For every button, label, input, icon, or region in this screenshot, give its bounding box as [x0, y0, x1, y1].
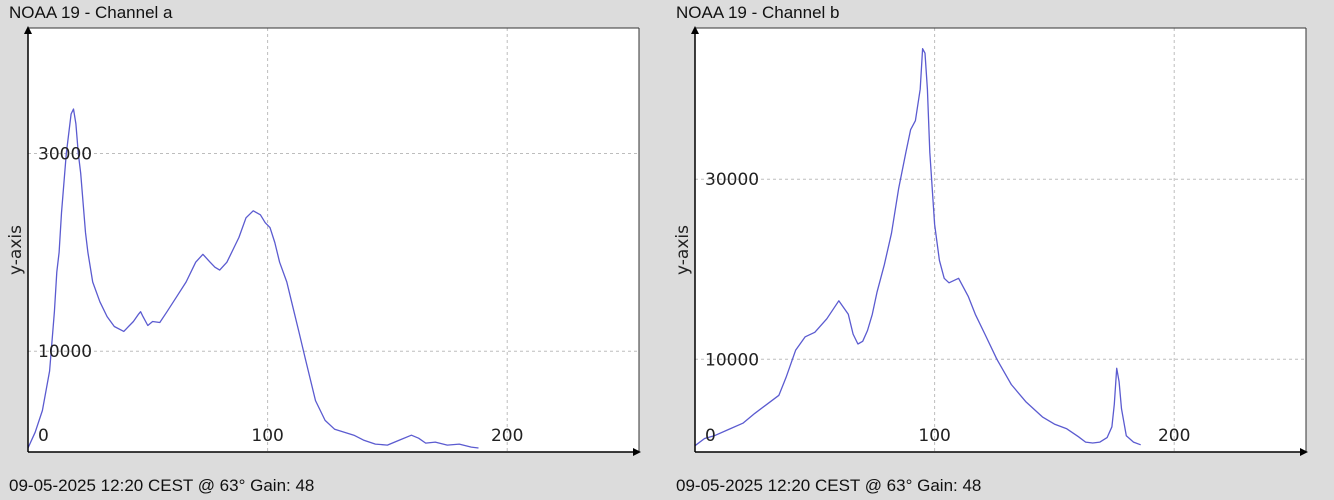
chart-panel-b: NOAA 19 - Channel b 0 100 200 10000 30000 y-a… [667, 0, 1334, 500]
x-tick-label: 100 [251, 426, 283, 446]
x-tick-label: 0 [705, 426, 716, 446]
chart-footer: 09-05-2025 12:20 CEST @ 63° Gain: 48 [676, 476, 982, 495]
y-axis-arrow [691, 26, 699, 34]
x-tick-label: 100 [918, 426, 950, 446]
chart-plot: 0 100 200 10000 30000 y-axis [6, 26, 641, 456]
chart-title: NOAA 19 - Channel b [676, 3, 840, 22]
series-line [27, 108, 479, 449]
y-axis-label: y-axis [673, 225, 693, 275]
y-axis-arrow [24, 26, 32, 34]
x-axis-arrow [633, 448, 641, 456]
chart-title: NOAA 19 - Channel a [9, 3, 173, 22]
chart-plot: 0 100 200 10000 30000 y-axis [673, 26, 1308, 456]
y-tick-label: 10000 [38, 342, 92, 362]
x-tick-label: 200 [1158, 426, 1190, 446]
chart-footer: 09-05-2025 12:20 CEST @ 63° Gain: 48 [9, 476, 315, 495]
plot-area [695, 28, 1306, 452]
x-axis-arrow [1300, 448, 1308, 456]
plot-area [28, 28, 639, 452]
x-tick-label: 200 [491, 426, 523, 446]
chart-panel-a: NOAA 19 - Channel a 0 100 200 10000 30000 y-a… [6, 3, 641, 495]
x-tick-label: 0 [38, 426, 49, 446]
series-line [694, 48, 1141, 447]
y-tick-label: 30000 [38, 145, 92, 165]
y-tick-label: 10000 [705, 350, 759, 370]
y-axis-label: y-axis [6, 225, 26, 275]
y-tick-label: 30000 [705, 170, 759, 190]
